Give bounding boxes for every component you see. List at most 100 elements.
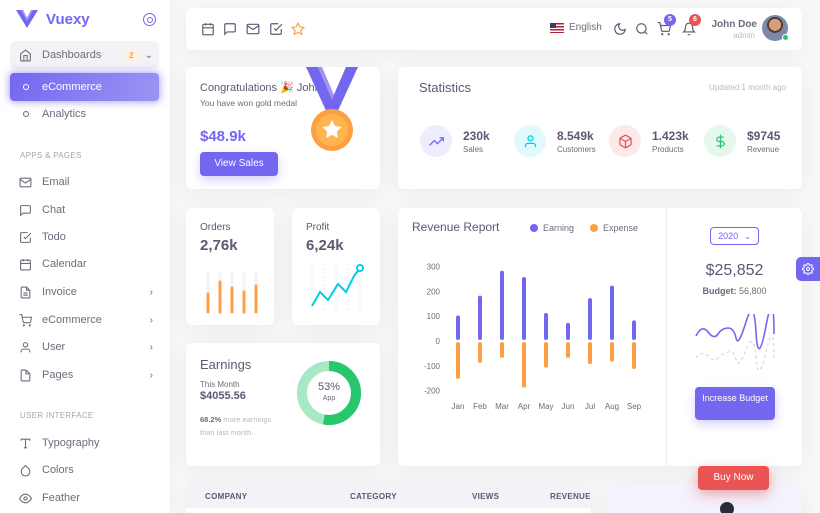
x-tick-label: Sep (627, 402, 642, 411)
x-tick-label: Aug (605, 402, 619, 411)
profit-line-sparkline (311, 264, 364, 310)
sidebar-item-label: Colors (42, 464, 74, 476)
earnings-title: Earnings (200, 357, 252, 372)
box-icon (609, 125, 641, 157)
sidebar-collapse-toggle-icon[interactable] (143, 13, 156, 26)
eye-icon (19, 492, 32, 505)
sidebar-item-typography[interactable]: Typography (10, 429, 159, 457)
page-icon (19, 369, 32, 382)
revenue-divider (666, 208, 667, 466)
col-header-category[interactable]: CATEGORY (350, 492, 397, 501)
donut-value: 53% (317, 381, 341, 393)
x-tick-label: Jun (562, 402, 575, 411)
orders-bar-sparkline (206, 272, 258, 314)
calendar-icon (19, 258, 32, 271)
gold-medal-icon (306, 67, 358, 151)
sidebar-item-colors[interactable]: Colors (10, 456, 159, 484)
buy-now-button[interactable]: Buy Now (698, 466, 769, 490)
statistics-card: Statistics Updated 1 month ago 230k Sales… (398, 67, 802, 189)
view-sales-button[interactable]: View Sales (200, 152, 278, 176)
stat-sales: 230k Sales (420, 125, 490, 157)
revenue-title: Revenue Report (412, 220, 500, 234)
table-header-row (186, 484, 591, 508)
sidebar-item-feather[interactable]: Feather (10, 484, 159, 512)
dashboards-count-badge: 2 (124, 49, 139, 61)
notification-count-badge: 6 (689, 14, 701, 26)
sidebar-item-ecommerce-dashboard[interactable]: eCommerce (10, 73, 159, 101)
sidebar-item-user[interactable]: User › (10, 333, 159, 361)
calendar-icon[interactable] (201, 22, 215, 36)
brand[interactable]: Vuexy (16, 10, 90, 28)
vuexy-logo-icon (16, 10, 38, 28)
earnings-period: This Month (200, 380, 240, 389)
cart-icon[interactable] (657, 22, 671, 36)
bell-icon[interactable] (682, 22, 696, 36)
chat-icon[interactable] (223, 22, 237, 36)
y-tick-label: 300 (427, 263, 441, 272)
chat-icon (19, 204, 32, 217)
droplet-icon (19, 464, 32, 477)
check-square-icon[interactable] (269, 22, 283, 36)
cart-icon (19, 313, 32, 327)
stat-value: 1.423k (652, 128, 689, 143)
gear-icon (802, 263, 814, 275)
x-tick-label: Apr (518, 402, 531, 411)
language-selector[interactable]: English (550, 22, 602, 33)
chevron-right-icon: › (149, 369, 153, 381)
sidebar-item-label: Analytics (42, 108, 87, 120)
sidebar-item-todo[interactable]: Todo (10, 223, 159, 251)
year-dropdown[interactable]: 2020 ⌄ (710, 227, 759, 245)
language-label: English (569, 22, 602, 33)
budget-line: Budget: 56,800 (667, 286, 802, 296)
sidebar-item-ecommerce[interactable]: eCommerce › (10, 306, 159, 334)
stat-value: $9745 (747, 128, 781, 143)
col-header-company[interactable]: COMPANY (205, 492, 248, 501)
budget-value: 56,800 (738, 286, 767, 296)
revenue-bar-chart: 300 200 100 0 -100 -200 Jan Feb Mar Apr May Jun Jul A… (424, 263, 642, 411)
stat-customers: 8.549k Customers (514, 125, 596, 157)
search-icon[interactable] (635, 22, 649, 36)
legend-expense-label: Expense (603, 223, 639, 233)
star-icon[interactable] (291, 22, 305, 36)
section-header-apps: APPS & PAGES (20, 151, 82, 160)
sidebar-item-invoice[interactable]: Invoice › (10, 278, 159, 306)
year-value: 2020 (718, 231, 739, 241)
statistics-title: Statistics (419, 80, 472, 95)
donut-label: App (322, 395, 336, 402)
theme-customizer-button[interactable] (796, 257, 820, 281)
congrats-title: Congratulations 🎉 John, (200, 82, 324, 94)
sidebar-item-pages[interactable]: Pages › (10, 361, 159, 389)
moon-icon[interactable] (613, 22, 627, 36)
congrats-subtitle: You have won gold medal (200, 98, 298, 108)
sidebar-item-chat[interactable]: Chat (10, 196, 159, 224)
revenue-legend: Earning Expense (530, 223, 638, 233)
user-icon (514, 125, 546, 157)
orders-value: 2,76k (200, 237, 238, 254)
avatar[interactable] (762, 15, 789, 41)
col-header-revenue[interactable]: REVENUE (550, 492, 591, 501)
user-name[interactable]: John Doe (711, 19, 757, 30)
sidebar-item-analytics[interactable]: Analytics (10, 100, 159, 128)
check-square-icon (19, 231, 32, 244)
legend-earning-dot (530, 224, 538, 232)
revenue-report-card: Revenue Report Earning Expense 300 200 100… (398, 208, 802, 466)
profit-title: Profit (306, 222, 330, 233)
stat-label: Customers (557, 144, 596, 154)
y-tick-label: -200 (424, 387, 441, 396)
increase-budget-button[interactable]: Increase Budget (695, 387, 775, 420)
revenue-total: $25,852 (705, 262, 764, 279)
sidebar-item-label: Feather (42, 492, 80, 504)
sidebar-item-calendar[interactable]: Calendar (10, 250, 159, 278)
col-header-views[interactable]: VIEWS (472, 492, 500, 501)
cart-count-badge: 5 (664, 14, 676, 26)
earnings-card: Earnings This Month $4055.56 68.2% more … (186, 343, 380, 466)
trending-up-icon (420, 125, 452, 157)
stat-label: Sales (463, 144, 484, 154)
sidebar-item-email[interactable]: Email (10, 168, 159, 196)
section-header-ui: USER INTERFACE (20, 411, 94, 420)
profit-card: Profit 6,24k (292, 208, 380, 325)
sidebar-item-dashboards[interactable]: Dashboards 2 ⌄ (10, 41, 159, 69)
mail-icon[interactable] (246, 22, 260, 36)
orders-card: Orders 2,76k (186, 208, 274, 325)
user-icon (19, 341, 32, 354)
